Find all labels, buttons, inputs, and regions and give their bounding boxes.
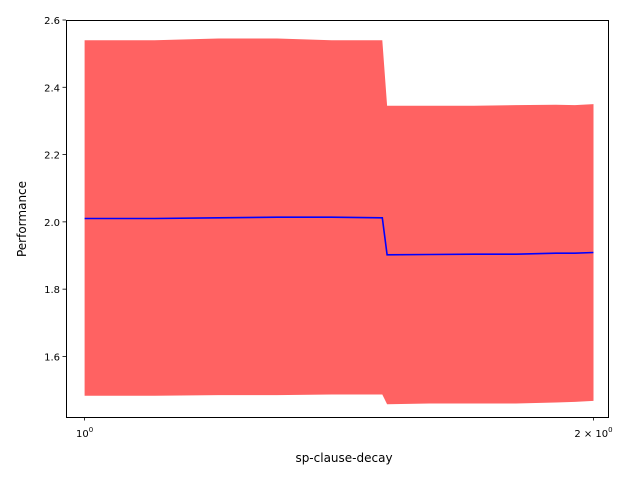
y-tick-label: 2.6: [44, 16, 60, 27]
y-tick-label: 1.8: [44, 285, 60, 296]
y-tick-label: 2.2: [44, 151, 60, 162]
y-axis-label: Performance: [15, 181, 29, 257]
y-axis: 1.6 1.8 2.0 2.2 2.4 2.6: [44, 16, 66, 363]
y-tick-label: 1.6: [44, 352, 60, 363]
y-tick-label: 2.4: [44, 83, 60, 94]
x-tick-label: 2 × 100: [574, 426, 612, 440]
x-axis: 100 2 × 100: [76, 417, 613, 440]
x-tick-label: 100: [76, 426, 93, 440]
plot-area: [84, 38, 594, 405]
x-axis-label: sp-clause-decay: [295, 451, 392, 465]
y-tick-label: 2.0: [44, 218, 60, 229]
confidence-band: [84, 38, 594, 405]
mean-performance-line: [84, 216, 594, 256]
axes-frame: [66, 20, 609, 418]
